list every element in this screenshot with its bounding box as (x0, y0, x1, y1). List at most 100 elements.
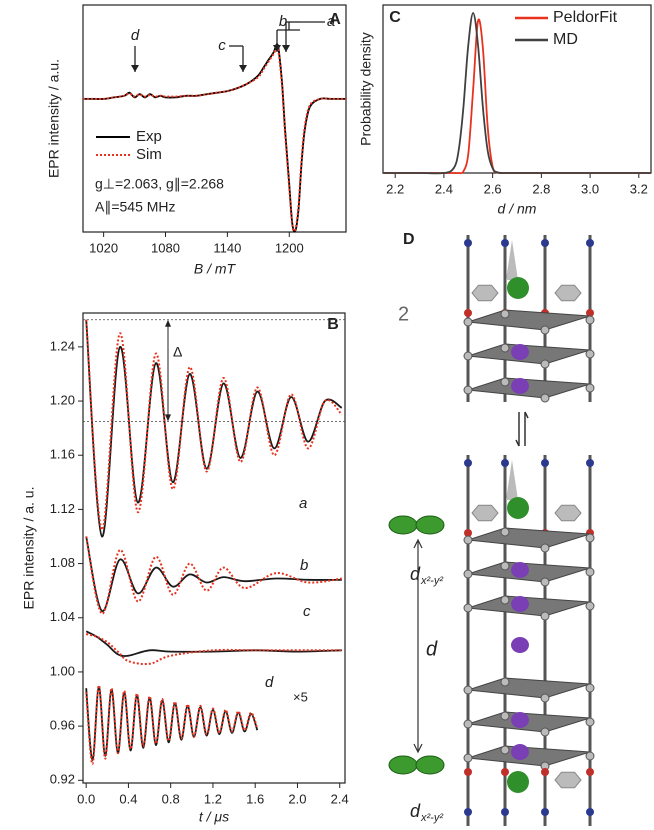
blue-atom (501, 459, 509, 467)
cage-node (463, 685, 473, 695)
x-tick-label: 2.0 (288, 791, 306, 806)
y-tick-label: 1.12 (50, 501, 75, 516)
parameter-text: g⊥=2.063, g∥=2.268 (95, 176, 224, 192)
y-axis-label: EPR intensity / a.u. (46, 59, 62, 178)
plot-frame (82, 312, 346, 784)
plot-frame (82, 4, 347, 233)
cage-node (500, 595, 510, 605)
orbital-label: d (410, 801, 421, 821)
y-tick-label: 1.16 (50, 447, 75, 462)
guest-atom (511, 344, 529, 360)
legend-label: Sim (136, 146, 162, 163)
cage-node (540, 611, 550, 621)
cage-node (585, 383, 595, 393)
x-axis-label: d / nm (498, 201, 537, 217)
panel-label: D (403, 231, 415, 248)
cage-layer (467, 343, 591, 365)
guest-atom (511, 712, 529, 728)
guest-atom (511, 637, 529, 653)
cage-node (463, 317, 473, 327)
cage-node (585, 567, 595, 577)
ligand-hexagon (554, 771, 582, 789)
ligand-hexagon (471, 504, 499, 522)
orbital-lobe (415, 755, 445, 775)
copper-orbital (507, 497, 529, 519)
cage-layer (467, 745, 591, 767)
ligand-cone (506, 240, 518, 280)
x-tick-label: 2.8 (532, 181, 550, 196)
guest-atom (511, 562, 529, 578)
plot-frame (382, 4, 652, 174)
experimental-trace (85, 685, 259, 761)
copper-orbital (507, 277, 529, 299)
y-axis-label: Probability density (358, 32, 374, 146)
simulated-trace (85, 633, 342, 666)
x-tick-label: 3.2 (630, 181, 648, 196)
legend-label: MD (553, 31, 578, 48)
cage-layer (467, 309, 591, 331)
cage-node (540, 393, 550, 403)
blue-atom (541, 459, 549, 467)
x-tick-label: 2.6 (484, 181, 502, 196)
panel-label: C (389, 9, 401, 26)
y-tick-label: 1.20 (50, 392, 75, 407)
cage-node (540, 693, 550, 703)
orbital-subscript: x²-y² (420, 575, 443, 587)
y-axis-label: EPR intensity / a. u. (21, 487, 37, 610)
cage-node (540, 325, 550, 335)
cage-node (540, 577, 550, 587)
x-tick-label: 2.4 (435, 181, 453, 196)
orbital-subscript: x²-y² (420, 812, 443, 824)
blue-atom (464, 239, 472, 247)
x-tick-label: 1.2 (204, 791, 222, 806)
guest-atom (511, 378, 529, 394)
cage-node (585, 533, 595, 543)
cage-node (463, 603, 473, 613)
x-tick-label: 2.2 (386, 181, 404, 196)
x-tick-label: 0.4 (119, 791, 137, 806)
arrow-head (282, 45, 290, 52)
cage-node (585, 315, 595, 325)
cage-layer (467, 711, 591, 733)
trace-label: b (300, 557, 308, 574)
ligand-hexagon (554, 284, 582, 302)
annotation-label: b (279, 13, 287, 30)
annotation-label: d (131, 27, 140, 44)
ligand-cone (506, 460, 518, 500)
scale-label: ×5 (293, 689, 308, 704)
annotation-label: a (327, 13, 335, 30)
y-tick-label: 0.96 (50, 718, 75, 733)
red-atom (586, 309, 594, 317)
red-atom (464, 309, 472, 317)
y-tick-label: 1.04 (50, 609, 75, 624)
distance-arrow (413, 538, 423, 754)
legend-label: Exp (136, 128, 162, 145)
panel-label: B (327, 316, 339, 333)
cage-node (500, 711, 510, 721)
cage-node (500, 745, 510, 755)
series-line (383, 12, 651, 175)
simulated-trace (85, 684, 259, 766)
cage-node (463, 569, 473, 579)
orbital-lobe (415, 515, 445, 535)
arrow-head (273, 45, 281, 52)
cage-node (585, 683, 595, 693)
orbital-lobe (388, 515, 418, 535)
simulated-trace (85, 536, 342, 615)
cage-node (585, 717, 595, 727)
x-tick-label: 0.0 (77, 791, 95, 806)
oligomer-count: 2 (398, 303, 409, 325)
red-atom (464, 529, 472, 537)
experimental-trace (85, 630, 342, 657)
cage-layer (467, 527, 591, 549)
x-tick-label: 1.6 (246, 791, 264, 806)
delta-label: Δ (173, 343, 182, 359)
trace-label: c (303, 603, 311, 620)
cage-node (500, 561, 510, 571)
cage-layer (467, 595, 591, 617)
blue-atom (541, 239, 549, 247)
parameter-text: A∥=545 MHz (95, 199, 176, 215)
cage-node (500, 377, 510, 387)
cage-node (500, 343, 510, 353)
y-tick-label: 1.00 (50, 663, 75, 678)
